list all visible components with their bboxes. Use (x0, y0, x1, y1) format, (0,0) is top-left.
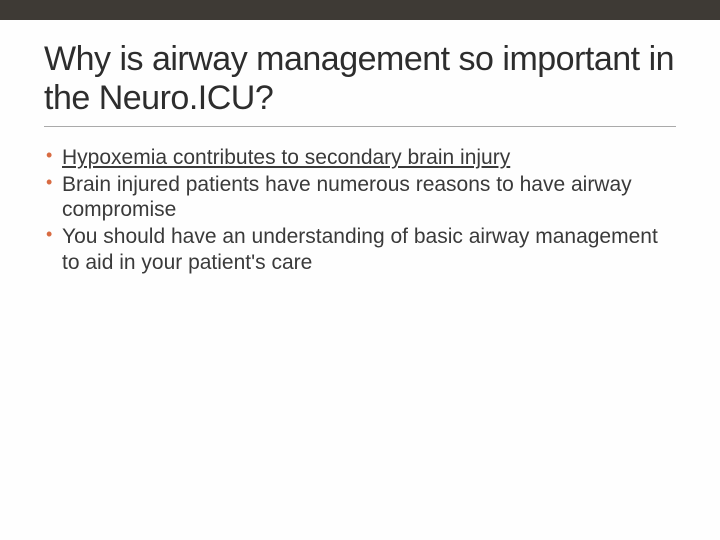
top-accent-bar (0, 0, 720, 20)
slide-content: Why is airway management so important in… (0, 20, 720, 275)
bullet-list: Hypoxemia contributes to secondary brain… (44, 145, 676, 275)
slide-title: Why is airway management so important in… (44, 40, 676, 118)
title-divider (44, 126, 676, 127)
list-item: Brain injured patients have numerous rea… (44, 172, 676, 223)
list-item: You should have an understanding of basi… (44, 224, 676, 275)
bullet-text: You should have an understanding of basi… (62, 225, 658, 274)
bullet-text: Brain injured patients have numerous rea… (62, 173, 632, 222)
bullet-text: Hypoxemia contributes to secondary brain… (62, 146, 510, 169)
list-item: Hypoxemia contributes to secondary brain… (44, 145, 676, 171)
